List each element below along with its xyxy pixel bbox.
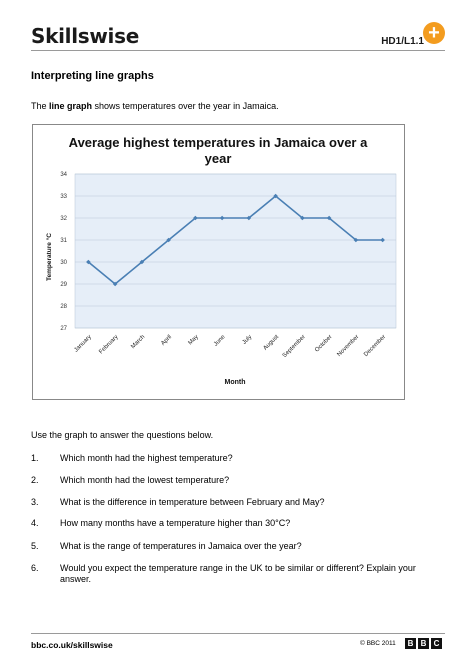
x-tick-label: February bbox=[98, 334, 119, 355]
temperature-line bbox=[87, 194, 383, 286]
x-tick-label: January bbox=[73, 334, 92, 353]
worksheet-code: HD1/L1.1 bbox=[381, 36, 424, 47]
question-number: 5. bbox=[31, 541, 39, 551]
x-tick-label: May bbox=[188, 334, 200, 346]
data-point bbox=[139, 259, 145, 265]
data-point bbox=[193, 215, 198, 221]
bbc-logo-block: B bbox=[418, 638, 429, 649]
footer-copyright: © BBC 2011 bbox=[360, 640, 396, 647]
x-tick-label: August bbox=[263, 334, 281, 352]
bbc-logo-block: B bbox=[405, 638, 416, 649]
y-tick-label: 27 bbox=[60, 326, 67, 332]
question-text: Which month had the highest temperature? bbox=[60, 453, 233, 463]
data-points bbox=[86, 193, 385, 287]
footer-url[interactable]: bbc.co.uk/skillswise bbox=[31, 640, 113, 650]
x-tick-labels: January February March April May June July Augu… bbox=[73, 334, 387, 359]
intro-before: The bbox=[31, 101, 50, 111]
y-tick-label: 32 bbox=[60, 216, 67, 222]
question-number: 2. bbox=[31, 475, 39, 485]
data-point bbox=[166, 237, 171, 243]
bbc-logo-block: C bbox=[431, 638, 442, 649]
x-tick-label: November bbox=[336, 334, 360, 358]
skillswise-logo: Skillswise bbox=[31, 24, 139, 48]
data-point bbox=[246, 215, 252, 221]
x-tick-label: September bbox=[282, 334, 307, 359]
x-tick-label: March bbox=[130, 334, 146, 350]
y-axis-label: Temperature °C bbox=[45, 233, 53, 281]
data-point bbox=[273, 193, 278, 199]
question-number: 4. bbox=[31, 518, 39, 528]
x-tick-label: October bbox=[314, 334, 333, 353]
y-tick-label: 30 bbox=[60, 260, 67, 266]
data-point bbox=[112, 281, 118, 287]
y-tick-label: 28 bbox=[60, 304, 67, 310]
x-tick-label: April bbox=[160, 334, 173, 347]
data-point bbox=[219, 215, 225, 221]
chart-title-line1: Average highest temperatures in Jamaica … bbox=[69, 135, 368, 150]
question-text: What is the difference in temperature be… bbox=[60, 497, 325, 507]
data-point bbox=[300, 215, 305, 221]
question-text: How many months have a temperature highe… bbox=[60, 518, 291, 528]
x-tick-label: July bbox=[242, 334, 254, 346]
intro-bold: line graph bbox=[49, 101, 93, 111]
x-tick-label: December bbox=[363, 334, 387, 358]
question-number: 3. bbox=[31, 497, 39, 507]
intro-after: shows temperatures over the year in Jama… bbox=[92, 101, 279, 111]
header-divider bbox=[31, 50, 445, 51]
data-point bbox=[86, 259, 91, 265]
chart-title-line2: year bbox=[205, 151, 232, 166]
question-text: Would you expect the temperature range i… bbox=[60, 563, 416, 584]
questions-prompt: Use the graph to answer the questions be… bbox=[31, 430, 214, 440]
question-text: What is the range of temperatures in Jam… bbox=[60, 541, 302, 551]
x-tick-label: June bbox=[213, 334, 227, 348]
x-axis-label: Month bbox=[225, 379, 246, 386]
page-header: Skillswise HD1/L1.1 + bbox=[0, 0, 474, 52]
plot-area bbox=[74, 173, 397, 329]
page-title: Interpreting line graphs bbox=[31, 70, 154, 82]
y-tick-label: 31 bbox=[60, 238, 67, 244]
line-chart: Average highest temperatures in Jamaica … bbox=[45, 135, 397, 386]
plus-icon: + bbox=[423, 22, 445, 44]
question-number: 1. bbox=[31, 453, 39, 463]
y-tick-labels: 27 28 29 30 31 32 33 34 bbox=[60, 172, 67, 332]
footer-divider bbox=[31, 633, 445, 634]
y-tick-label: 34 bbox=[60, 172, 67, 178]
y-tick-label: 29 bbox=[60, 282, 67, 288]
chart-frame: Average highest temperatures in Jamaica … bbox=[32, 124, 405, 400]
intro-text: The line graph shows temperatures over t… bbox=[31, 101, 279, 111]
data-point bbox=[326, 215, 332, 221]
y-tick-label: 33 bbox=[60, 194, 67, 200]
question-number: 6. bbox=[31, 563, 39, 573]
data-point bbox=[353, 237, 359, 243]
question-text: Which month had the lowest temperature? bbox=[60, 475, 230, 485]
data-point bbox=[380, 237, 385, 243]
